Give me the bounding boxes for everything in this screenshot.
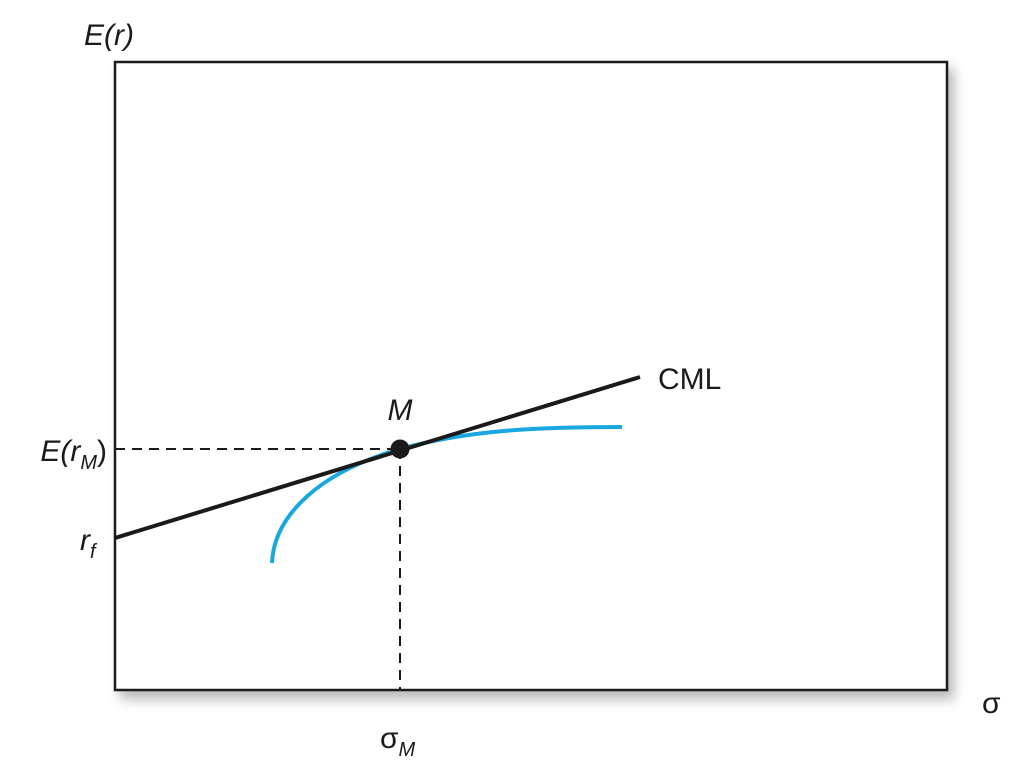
label-base: r — [80, 524, 91, 557]
x-axis-label: σ — [982, 687, 1001, 720]
label-sub: f — [90, 541, 98, 563]
label-sub: M — [80, 452, 97, 474]
label-sub: M — [399, 739, 416, 761]
label-base: σ — [380, 722, 399, 755]
market-point — [390, 439, 410, 459]
market-point-label: M — [388, 394, 413, 427]
plot-frame — [113, 60, 949, 692]
market-sigma-label: σM — [380, 722, 416, 761]
market-return-label: E(rM) — [40, 435, 107, 474]
label-close: ) — [97, 435, 107, 468]
cml-line — [114, 375, 641, 540]
cml-label: CML — [658, 363, 721, 396]
label-base: E(r — [40, 435, 81, 468]
y-axis-label: E(r) — [84, 19, 134, 52]
risk-free-label: rf — [80, 524, 98, 563]
